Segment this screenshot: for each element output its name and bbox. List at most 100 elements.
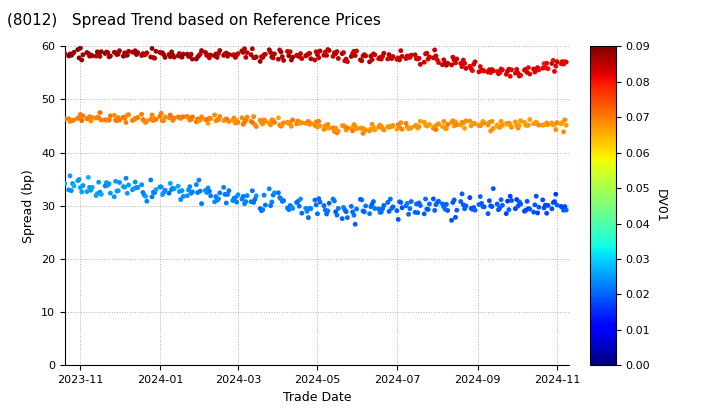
Point — [292, 52, 304, 59]
Point — [549, 198, 560, 205]
Point — [342, 214, 354, 221]
Point — [450, 214, 462, 221]
Point — [111, 188, 122, 194]
Point — [181, 51, 193, 58]
Point — [109, 49, 120, 55]
Point — [99, 50, 111, 57]
Point — [201, 116, 212, 123]
Point — [109, 112, 120, 118]
Point — [537, 122, 549, 129]
Point — [309, 57, 320, 63]
Point — [114, 179, 125, 186]
Point — [455, 122, 467, 129]
Point — [275, 195, 287, 202]
Point — [145, 54, 156, 60]
Point — [437, 123, 449, 130]
Point — [497, 122, 508, 129]
Point — [156, 50, 167, 56]
Point — [132, 49, 143, 56]
Point — [383, 208, 395, 215]
Point — [166, 49, 177, 55]
Point — [428, 196, 439, 202]
Point — [387, 122, 399, 129]
Point — [257, 121, 269, 127]
Point — [320, 49, 331, 55]
Point — [541, 120, 552, 126]
Point — [347, 50, 359, 57]
Point — [360, 127, 372, 134]
Point — [338, 122, 349, 129]
Point — [477, 203, 489, 210]
Point — [391, 207, 402, 214]
Point — [482, 69, 494, 76]
Point — [382, 55, 394, 62]
Point — [457, 201, 469, 208]
Point — [205, 192, 217, 199]
Point — [230, 194, 241, 201]
Point — [492, 206, 504, 213]
Point — [102, 49, 114, 56]
Point — [63, 52, 74, 59]
Point — [236, 115, 248, 121]
Point — [413, 55, 425, 62]
Point — [423, 56, 434, 63]
Point — [192, 116, 203, 122]
Point — [396, 126, 408, 133]
Point — [96, 191, 107, 198]
Point — [294, 203, 305, 210]
Point — [366, 201, 378, 207]
Point — [476, 121, 487, 128]
Point — [415, 118, 426, 125]
Point — [482, 122, 494, 129]
Point — [464, 194, 476, 201]
Point — [265, 121, 276, 128]
Point — [418, 119, 430, 126]
Point — [339, 58, 351, 64]
Point — [450, 119, 462, 126]
Point — [296, 119, 307, 126]
Point — [283, 52, 294, 59]
Point — [415, 202, 426, 209]
Point — [212, 54, 223, 61]
Point — [468, 120, 480, 126]
Point — [191, 55, 202, 62]
Point — [86, 52, 98, 59]
Point — [549, 121, 560, 128]
Point — [347, 208, 359, 215]
Point — [404, 205, 415, 212]
Point — [410, 123, 421, 129]
Point — [339, 207, 351, 213]
Point — [557, 204, 568, 210]
Point — [541, 210, 552, 217]
Point — [368, 50, 379, 57]
Point — [468, 204, 480, 211]
Point — [202, 184, 214, 191]
Point — [309, 122, 320, 129]
Point — [117, 114, 129, 121]
Point — [478, 204, 490, 210]
Point — [531, 119, 542, 126]
Point — [282, 48, 293, 55]
Point — [512, 70, 523, 76]
Point — [184, 53, 196, 60]
Point — [157, 50, 168, 56]
Point — [119, 184, 130, 191]
Point — [429, 207, 441, 214]
Point — [83, 50, 94, 57]
Point — [284, 48, 296, 55]
Point — [248, 113, 259, 120]
Point — [560, 122, 572, 129]
Point — [84, 184, 95, 191]
Point — [431, 126, 442, 133]
Point — [168, 115, 180, 121]
Point — [355, 196, 366, 203]
Point — [431, 57, 443, 63]
Point — [249, 196, 261, 203]
Point — [112, 114, 124, 121]
Point — [220, 200, 232, 206]
Point — [77, 113, 89, 119]
Point — [400, 120, 412, 127]
Point — [205, 52, 217, 58]
Point — [294, 53, 305, 60]
Point — [85, 118, 96, 124]
